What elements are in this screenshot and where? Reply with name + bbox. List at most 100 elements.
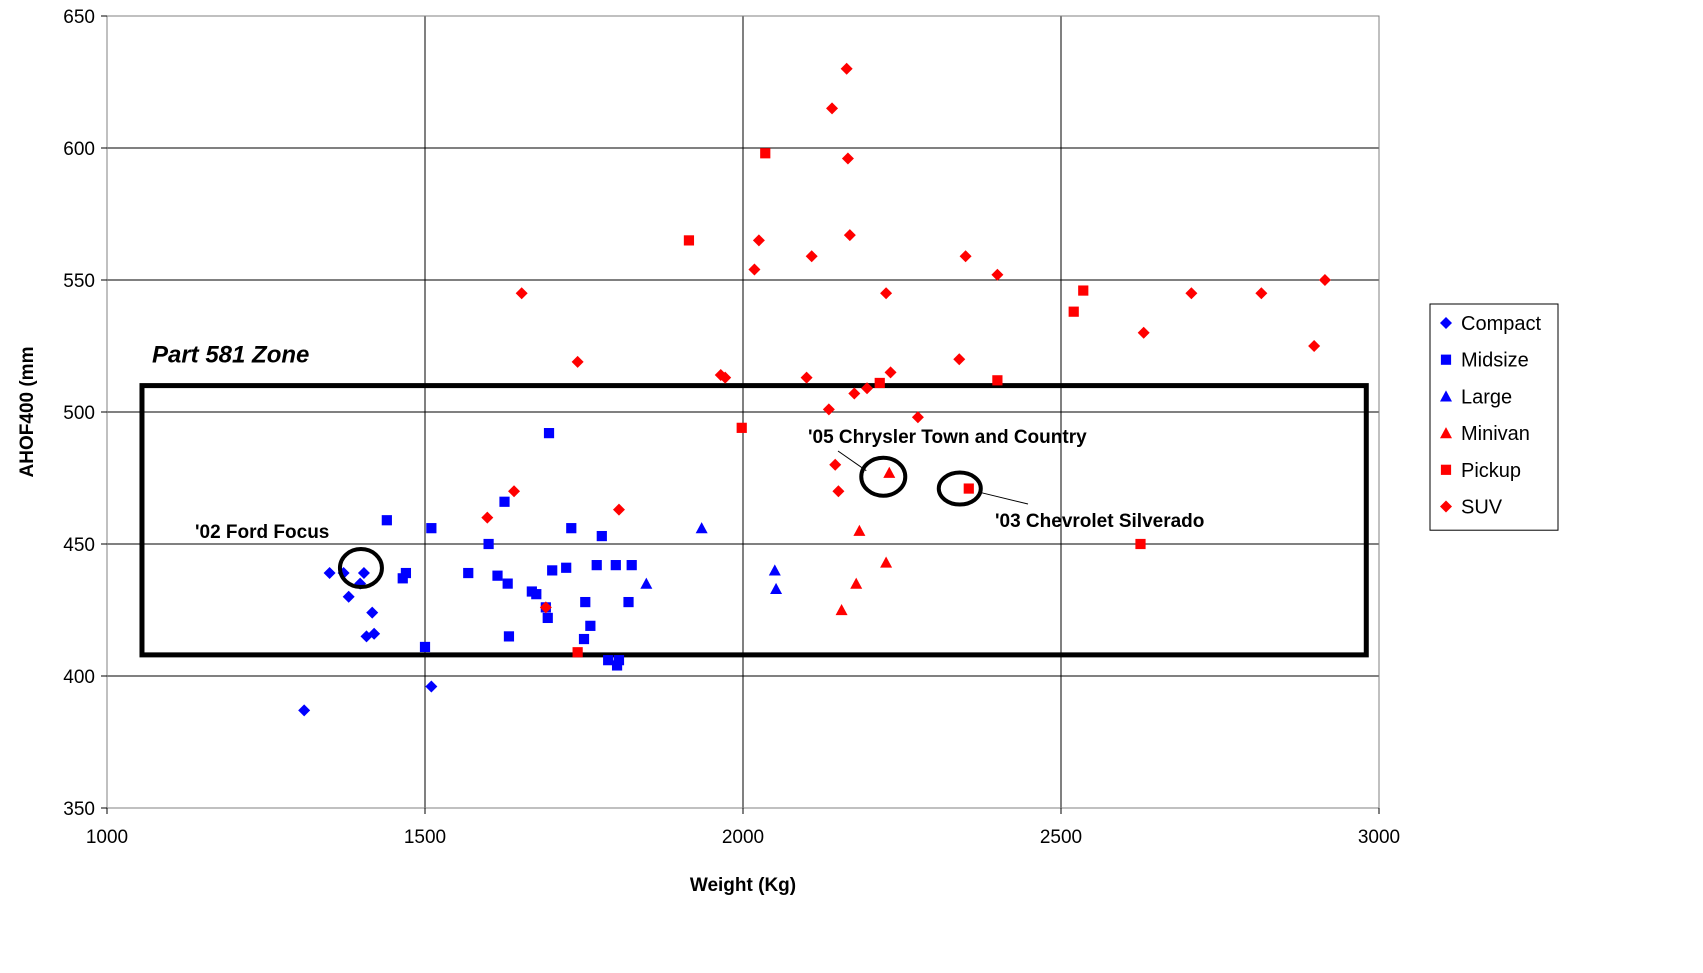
suv-point <box>832 485 845 498</box>
legend-marker-compact <box>1440 317 1452 329</box>
large-point <box>695 522 708 534</box>
suv-point <box>612 503 625 516</box>
x-tick-label: 2500 <box>1040 827 1082 848</box>
large-point <box>768 564 781 576</box>
suv-point <box>800 371 813 384</box>
pickup-point <box>874 377 885 389</box>
chrysler-highlight-circle <box>859 455 908 498</box>
compact-point <box>368 627 381 640</box>
suv-point <box>719 371 732 384</box>
midsize-point <box>580 596 591 608</box>
legend-marker-pickup <box>1440 464 1452 475</box>
midsize-point <box>591 560 602 571</box>
midsize-point <box>623 596 634 608</box>
midsize-point <box>596 530 607 542</box>
compact-point <box>357 567 370 580</box>
midsize-point <box>578 633 590 645</box>
suv-point <box>826 102 839 115</box>
silverado-leader-line <box>980 492 1029 505</box>
suv-point <box>822 403 835 416</box>
suv-point <box>1255 287 1268 300</box>
suv-point <box>508 485 521 498</box>
midsize-point <box>610 560 621 571</box>
suv-point <box>539 601 552 614</box>
midsize-point <box>397 573 408 584</box>
legend-label-midsize: Midsize <box>1461 350 1529 372</box>
suv-point <box>1185 287 1198 300</box>
minivan-point <box>883 466 896 478</box>
pickup-point <box>736 422 747 433</box>
midsize-point <box>381 515 392 526</box>
data-points <box>298 62 1331 717</box>
suv-point <box>805 250 818 263</box>
suv-point <box>840 62 853 75</box>
suv-point <box>861 382 874 395</box>
zone-label: Part 581 Zone <box>152 342 309 369</box>
minivan-point <box>853 524 866 536</box>
suv-point <box>481 511 494 524</box>
suv-point <box>515 287 528 300</box>
suv-point <box>1318 274 1331 286</box>
part-581-zone-box <box>139 383 1369 658</box>
midsize-point <box>561 562 572 573</box>
legend-marker-minivan <box>1440 427 1452 439</box>
x-tick-label: 1500 <box>404 827 446 848</box>
suv-point <box>953 353 966 366</box>
midsize-point <box>492 570 503 581</box>
suv-point <box>841 152 854 165</box>
midsize-point <box>585 620 596 631</box>
suv-point <box>752 234 765 247</box>
pickup-point <box>963 483 974 494</box>
chrysler-leader-line <box>837 450 867 472</box>
midsize-point <box>400 567 412 579</box>
legend-label-suv: SUV <box>1461 497 1503 519</box>
legend-label-compact: Compact <box>1461 313 1541 335</box>
midsize-point <box>613 655 625 666</box>
compact-point <box>425 680 438 693</box>
y-tick-label: 550 <box>63 271 95 292</box>
ford-focus-label: '02 Ford Focus <box>195 522 329 543</box>
y-tick-label: 600 <box>63 139 95 160</box>
suv-point <box>880 287 893 300</box>
suv-point <box>748 263 761 276</box>
y-tick-label: 450 <box>63 535 95 556</box>
suv-point <box>829 458 842 471</box>
x-tick-label: 1000 <box>86 827 128 848</box>
midsize-point <box>426 523 437 534</box>
suv-point <box>843 229 856 242</box>
x-tick-label: 3000 <box>1358 827 1400 848</box>
y-axis-title: AHOF400 (mm <box>17 347 38 478</box>
pickup-point <box>992 375 1003 386</box>
legend-label-pickup: Pickup <box>1461 460 1521 482</box>
pickup-point <box>760 148 771 159</box>
suv-point <box>959 250 972 263</box>
annotations: '02 Ford Focus '05 Chrysler Town and Coun… <box>195 427 1204 590</box>
pickup-point <box>1068 306 1079 317</box>
suv-point <box>571 355 584 368</box>
y-tick-label: 350 <box>63 799 95 820</box>
suv-point <box>911 411 924 424</box>
legend: Compact Midsize Large Minivan Pickup SUV <box>1429 303 1559 531</box>
pickup-point <box>572 647 583 658</box>
legend-marker-large <box>1440 390 1452 402</box>
legend-label-minivan: Minivan <box>1461 423 1530 445</box>
midsize-point <box>502 578 513 589</box>
compact-point <box>298 704 311 717</box>
legend-label-large: Large <box>1461 386 1512 408</box>
midsize-point <box>611 660 623 671</box>
suv-point <box>1308 340 1321 352</box>
pickup-point <box>1135 538 1146 550</box>
legend-marker-midsize <box>1440 354 1452 365</box>
large-point <box>640 577 653 589</box>
minivan-point <box>880 556 893 568</box>
pickup-point <box>683 235 695 246</box>
suv-point <box>884 366 897 379</box>
midsize-point <box>499 496 510 507</box>
midsize-point <box>463 567 474 579</box>
pickup-point <box>1078 285 1089 296</box>
y-tick-label: 400 <box>63 667 95 688</box>
suv-point <box>1137 326 1150 339</box>
midsize-point <box>483 538 494 550</box>
y-tick-label: 650 <box>63 7 95 28</box>
